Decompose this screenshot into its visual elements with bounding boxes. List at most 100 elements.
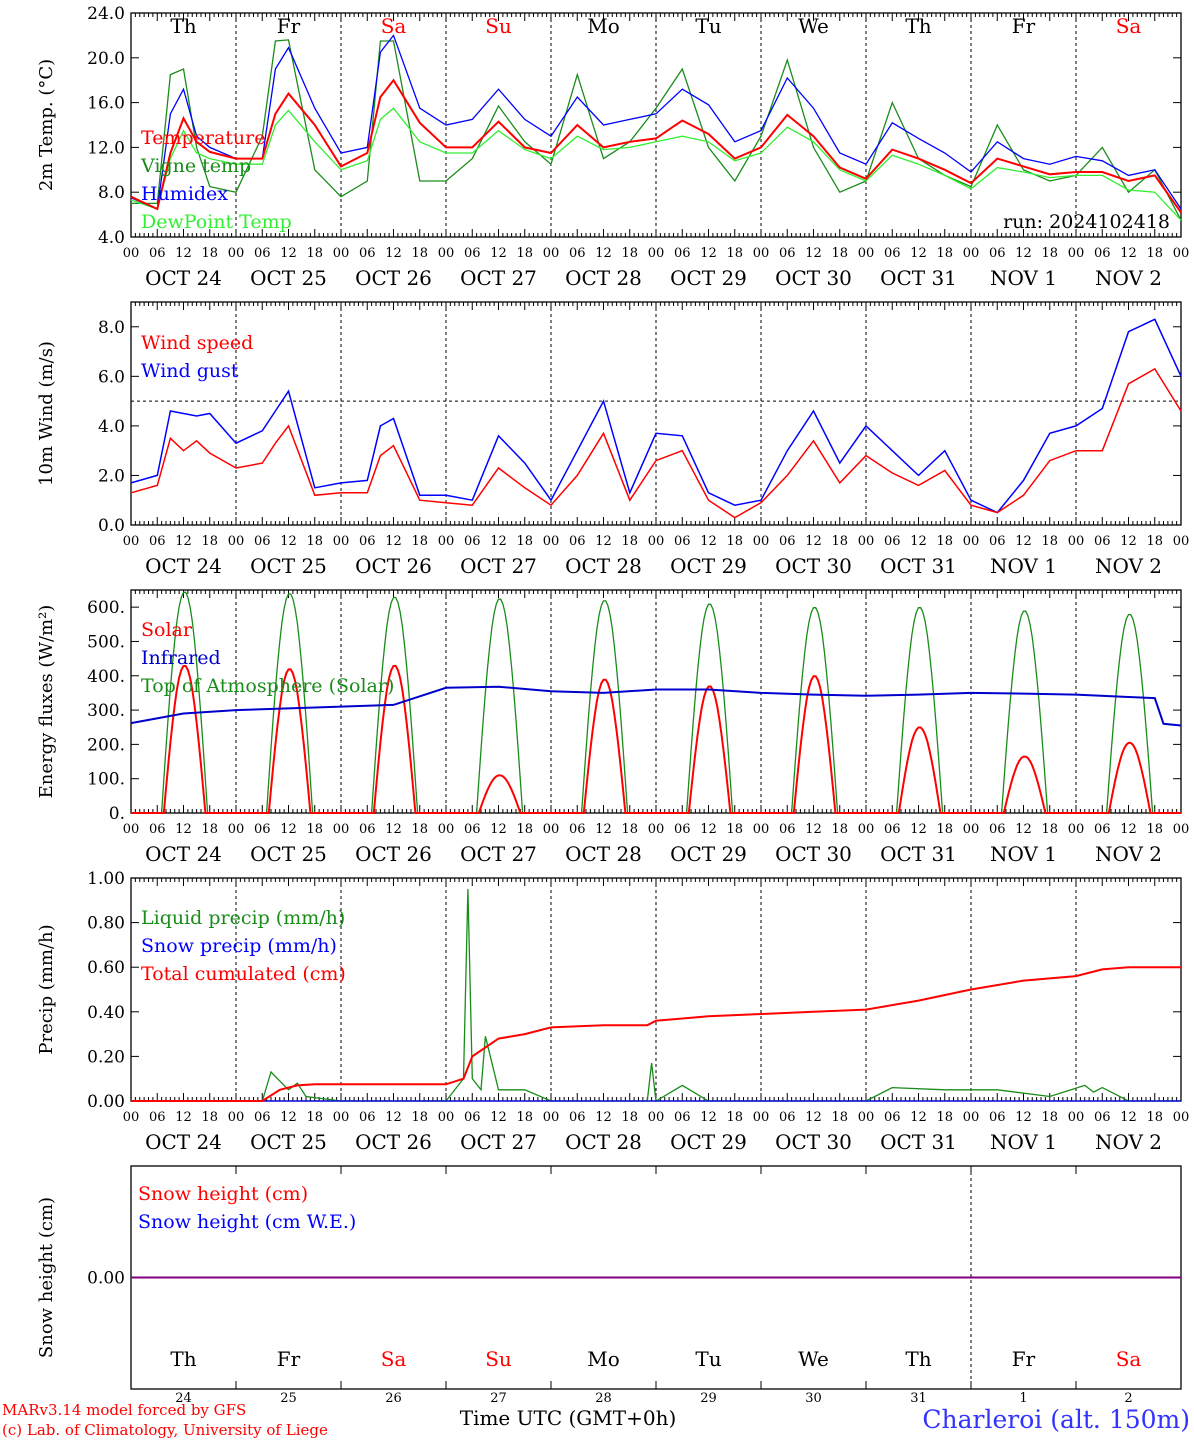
day-number: 29 — [700, 1391, 717, 1406]
hour-tick-label: 06 — [884, 246, 901, 261]
hour-tick-label: 06 — [674, 822, 691, 837]
date-label: OCT 28 — [565, 554, 642, 578]
day-label: Fr — [277, 14, 301, 38]
hour-tick-label: 06 — [464, 822, 481, 837]
date-label: OCT 31 — [880, 554, 957, 578]
date-label: OCT 31 — [880, 266, 957, 290]
legend-entry: Liquid precip (mm/h) — [141, 907, 345, 929]
hour-tick-label: 00 — [1068, 246, 1085, 261]
y-tick-label: 20.0 — [87, 49, 125, 69]
hour-tick-label: 12 — [385, 534, 402, 549]
hour-tick-label: 18 — [831, 822, 848, 837]
hour-tick-label: 18 — [726, 1110, 743, 1125]
x-axis-label: Time UTC (GMT+0h) — [460, 1406, 677, 1430]
hour-tick-label: 00 — [963, 822, 980, 837]
date-label: OCT 26 — [355, 554, 432, 578]
day-label: Fr — [1012, 1347, 1036, 1371]
hour-tick-label: 00 — [228, 246, 245, 261]
date-label: OCT 25 — [250, 1130, 327, 1154]
precip-panel: 0.00 0.20 0.40 0.60 0.80 1.00 Precip (mm/h) Liq… — [36, 869, 1189, 1154]
series-line-solar — [131, 665, 1181, 814]
hour-tick-label: 06 — [779, 534, 796, 549]
energy-panel: 0. 100. 200. 300. 400. 500. 600. Energy fluxes … — [36, 589, 1189, 866]
hour-tick-label: 00 — [438, 1110, 455, 1125]
hour-tick-label: 06 — [359, 1110, 376, 1125]
legend-entry: Wind speed — [141, 332, 253, 354]
hour-tick-label: 00 — [123, 822, 140, 837]
hour-tick-label: 00 — [333, 822, 350, 837]
plot-frame — [130, 301, 1182, 526]
day-label: Th — [905, 14, 931, 38]
hour-tick-label: 18 — [306, 246, 323, 261]
date-label: OCT 26 — [355, 842, 432, 866]
hour-tick-label: 06 — [989, 246, 1006, 261]
hour-tick-label: 00 — [333, 246, 350, 261]
day-label: Su — [485, 1347, 512, 1371]
y-tick-label: 16.0 — [87, 94, 125, 114]
y-axis-label: Energy fluxes (W/m²) — [36, 605, 57, 799]
hour-tick-label: 00 — [963, 246, 980, 261]
hour-tick-label: 00 — [543, 822, 560, 837]
y-tick-label: 300. — [87, 701, 125, 721]
day-label: Sa — [381, 14, 407, 38]
day-label: Th — [170, 14, 196, 38]
y-tick-label: 0. — [109, 804, 125, 824]
y-tick-label: 8.0 — [98, 318, 125, 338]
hour-tick-label: 06 — [569, 822, 586, 837]
hour-tick-label: 18 — [936, 1110, 953, 1125]
hour-tick-label: 00 — [228, 822, 245, 837]
date-label: OCT 30 — [775, 266, 852, 290]
hour-tick-label: 06 — [569, 1110, 586, 1125]
hour-tick-label: 12 — [595, 1110, 612, 1125]
day-label: Su — [485, 14, 512, 38]
hour-tick-label: 06 — [989, 1110, 1006, 1125]
hour-tick-label: 12 — [805, 246, 822, 261]
hour-tick-label: 00 — [858, 246, 875, 261]
y-axis-label: 2m Temp. (°C) — [36, 59, 57, 191]
hour-tick-label: 18 — [1146, 822, 1163, 837]
legend-entry: Top of Atmosphere (Solar) — [141, 675, 394, 697]
plot-frame — [130, 589, 1182, 814]
hour-tick-label: 00 — [438, 246, 455, 261]
hour-tick-label: 18 — [1041, 246, 1058, 261]
y-tick-label: 0.80 — [87, 914, 125, 934]
hour-tick-label: 06 — [674, 1110, 691, 1125]
y-tick-label: 200. — [87, 735, 125, 755]
hour-tick-label: 06 — [359, 534, 376, 549]
hour-tick-label: 12 — [175, 1110, 192, 1125]
day-number: 26 — [385, 1391, 402, 1406]
series-line-vigne-temp — [131, 39, 1182, 221]
hour-tick-label: 12 — [805, 534, 822, 549]
hour-tick-label: 00 — [753, 822, 770, 837]
date-label: NOV 2 — [1095, 554, 1162, 578]
hour-tick-label: 06 — [254, 246, 271, 261]
hour-tick-label: 12 — [280, 246, 297, 261]
hour-tick-label: 06 — [569, 534, 586, 549]
hour-tick-label: 00 — [648, 534, 665, 549]
date-label: OCT 26 — [355, 266, 432, 290]
y-tick-label: 500. — [87, 632, 125, 652]
date-label: OCT 29 — [670, 1130, 747, 1154]
y-axis-label: Precip (mm/h) — [36, 924, 57, 1054]
date-label: OCT 24 — [145, 1130, 222, 1154]
hour-tick-label: 00 — [1173, 246, 1190, 261]
date-label: OCT 29 — [670, 266, 747, 290]
date-label: OCT 24 — [145, 266, 222, 290]
hour-tick-label: 18 — [621, 534, 638, 549]
hour-tick-label: 18 — [516, 534, 533, 549]
day-label: We — [798, 1347, 829, 1371]
series-line-dewpoint-temp — [130, 107, 1182, 221]
date-label: OCT 25 — [250, 266, 327, 290]
day-label: Fr — [277, 1347, 301, 1371]
series-line-infrared — [130, 685, 1182, 727]
hour-tick-label: 18 — [1146, 246, 1163, 261]
hour-tick-label: 12 — [700, 246, 717, 261]
hour-tick-label: 12 — [1120, 534, 1137, 549]
hour-tick-label: 12 — [385, 822, 402, 837]
hour-tick-label: 12 — [805, 1110, 822, 1125]
date-label: OCT 24 — [145, 554, 222, 578]
y-tick-label: 1.00 — [87, 869, 125, 889]
y-tick-label: 0.60 — [87, 958, 125, 978]
hour-tick-label: 00 — [438, 822, 455, 837]
hour-tick-label: 00 — [963, 1110, 980, 1125]
